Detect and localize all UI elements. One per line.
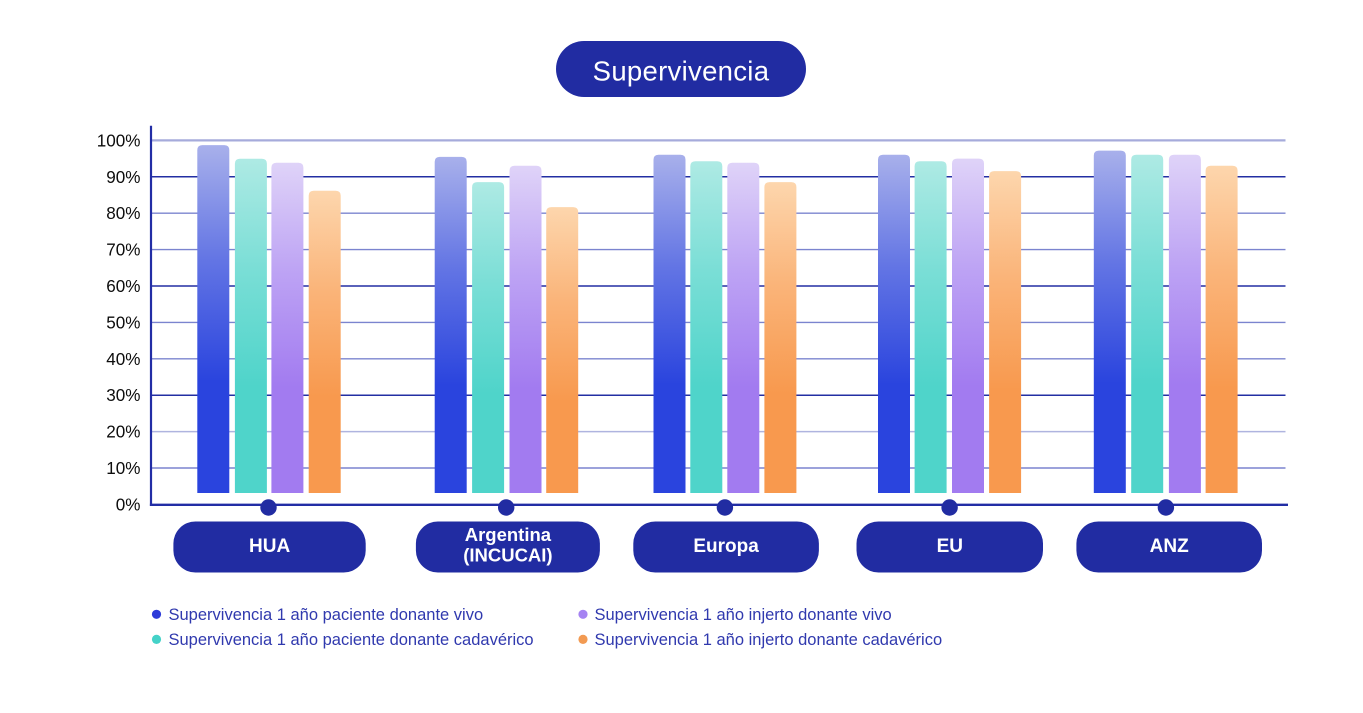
svg-text:HUA: HUA <box>249 536 290 557</box>
svg-text:ANZ: ANZ <box>1150 536 1189 557</box>
svg-text:Argentina: Argentina <box>465 524 552 545</box>
svg-text:70%: 70% <box>106 241 140 260</box>
svg-text:Supervivencia 1 año injerto do: Supervivencia 1 año injerto donante cada… <box>595 631 943 649</box>
svg-text:Supervivencia: Supervivencia <box>593 56 770 87</box>
svg-text:Europa: Europa <box>693 536 759 557</box>
svg-text:Supervivencia 1 año paciente d: Supervivencia 1 año paciente donante viv… <box>169 606 484 624</box>
svg-text:20%: 20% <box>106 423 140 442</box>
svg-text:0%: 0% <box>116 495 141 514</box>
svg-text:Supervivencia 1 año paciente d: Supervivencia 1 año paciente donante cad… <box>169 631 534 649</box>
svg-text:(INCUCAI): (INCUCAI) <box>463 544 552 565</box>
svg-text:40%: 40% <box>106 350 140 369</box>
svg-text:EU: EU <box>937 536 963 557</box>
svg-text:50%: 50% <box>106 313 140 332</box>
svg-text:90%: 90% <box>106 168 140 187</box>
svg-text:80%: 80% <box>106 204 140 223</box>
svg-text:30%: 30% <box>106 386 140 405</box>
svg-text:Supervivencia 1 año injerto do: Supervivencia 1 año injerto donante vivo <box>595 606 892 624</box>
svg-text:100%: 100% <box>97 131 141 150</box>
svg-text:60%: 60% <box>106 277 140 296</box>
svg-text:10%: 10% <box>106 459 140 478</box>
